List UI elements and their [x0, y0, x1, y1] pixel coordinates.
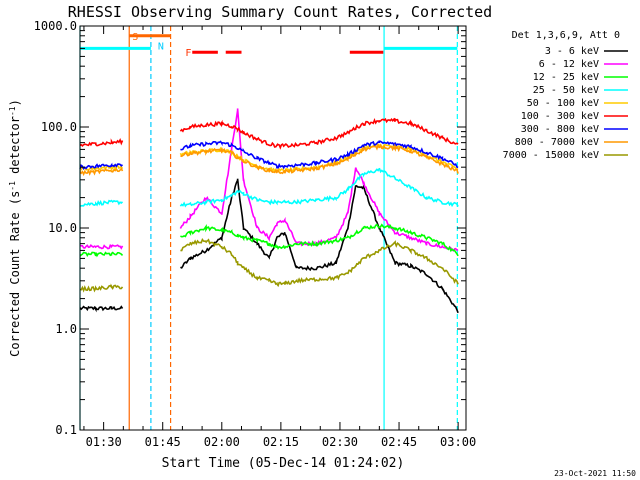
- series-line-7000-15000-kev: [79, 238, 459, 293]
- x-tick-label-02-30: 02:30: [322, 435, 358, 449]
- annotation-f: F: [185, 48, 191, 59]
- chart-title: RHESSI Observing Summary Count Rates, Co…: [68, 3, 492, 21]
- x-tick-label-02-45: 02:45: [381, 435, 417, 449]
- y-tick-label-10-0: 10.0: [48, 221, 77, 235]
- y-tick-label-0-1: 0.1: [55, 423, 77, 437]
- series-lines: [79, 108, 459, 314]
- x-tick-label-01-30: 01:30: [86, 435, 122, 449]
- legend-label-6-12-kev: 6 - 12 keV: [539, 59, 599, 70]
- annotation-n: N: [158, 42, 164, 53]
- footer-timestamp: 23-Oct-2021 11:50: [554, 469, 636, 478]
- status-bars: S N F: [80, 32, 458, 59]
- axes: 01:30 01:45 02:00 02:15 02:30 02:45 03:00 0.1 1.…: [34, 19, 477, 449]
- annotation-s: S: [132, 32, 138, 43]
- legend: Det 1,3,6,9, Att 0 3 - 6 keV 6 - 12 keV 12 …: [503, 30, 628, 161]
- legend-label-800-7000-kev: 800 - 7000 keV: [515, 137, 599, 148]
- x-axis-label: Start Time (05-Dec-14 01:24:02): [162, 456, 405, 471]
- y-tick-label-100-0: 100.0: [41, 120, 77, 134]
- series-line-25-50-kev: [79, 167, 459, 208]
- legend-label-7000-15000-kev: 7000 - 15000 keV: [503, 150, 599, 161]
- legend-header: Det 1,3,6,9, Att 0: [512, 30, 620, 41]
- y-axis-label: Corrected Count Rate (s-1 detector-1): [8, 99, 23, 357]
- series-line-12-25-kev: [79, 223, 459, 258]
- legend-label-300-800-kev: 300 - 800 keV: [521, 124, 599, 135]
- series-line-3-6-kev: [79, 178, 459, 314]
- y-tick-label-1000-0: 1000.0: [34, 19, 77, 33]
- x-tick-label-02-15: 02:15: [263, 435, 299, 449]
- legend-label-25-50-kev: 25 - 50 keV: [533, 85, 599, 96]
- legend-label-3-6-kev: 3 - 6 keV: [545, 46, 599, 57]
- x-tick-label-03-00: 03:00: [440, 435, 476, 449]
- x-tick-label-02-00: 02:00: [204, 435, 240, 449]
- legend-label-50-100-kev: 50 - 100 keV: [527, 98, 599, 109]
- series-line-800-7000-kev: [79, 142, 459, 177]
- legend-label-100-300-kev: 100 - 300 keV: [521, 111, 599, 122]
- series-line-300-800-kev: [79, 140, 459, 170]
- series-line-100-300-kev: [79, 117, 459, 150]
- x-tick-label-01-45: 01:45: [145, 435, 181, 449]
- y-tick-label-1-0: 1.0: [55, 322, 77, 336]
- legend-label-12-25-kev: 12 - 25 keV: [533, 72, 599, 83]
